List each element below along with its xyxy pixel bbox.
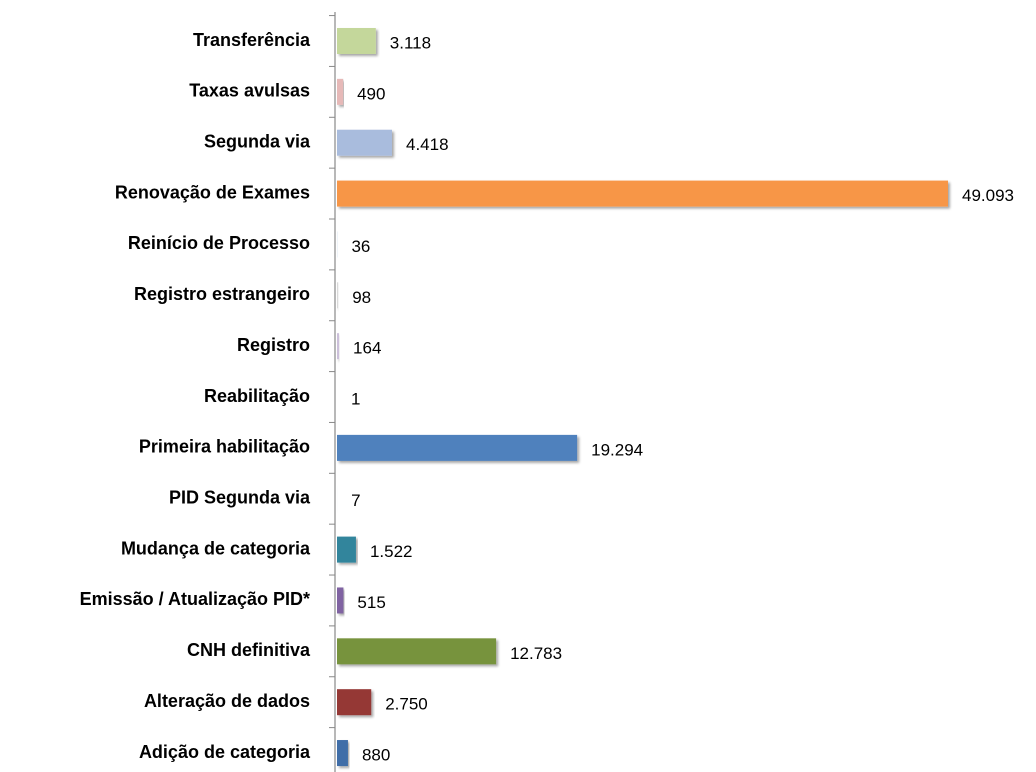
value-label: 36 bbox=[351, 237, 370, 256]
category-label: Segunda via bbox=[204, 131, 311, 151]
value-label: 2.750 bbox=[385, 695, 428, 714]
value-label: 515 bbox=[357, 593, 385, 612]
value-label: 490 bbox=[357, 84, 385, 103]
category-label: Reabilitação bbox=[204, 386, 310, 406]
category-label: PID Segunda via bbox=[169, 487, 311, 507]
category-label: Emissão / Atualização PID* bbox=[80, 589, 310, 609]
bar bbox=[337, 740, 348, 767]
value-label: 49.093 bbox=[962, 186, 1014, 205]
category-label: Registro bbox=[237, 335, 310, 355]
category-label: Transferência bbox=[193, 30, 311, 50]
category-label: Adição de categoria bbox=[139, 742, 311, 762]
value-label: 164 bbox=[353, 339, 381, 358]
category-label: Primeira habilitação bbox=[139, 437, 310, 457]
value-label: 880 bbox=[362, 746, 390, 765]
bar bbox=[337, 638, 497, 665]
category-label: CNH definitiva bbox=[187, 640, 311, 660]
category-label: Alteração de dados bbox=[144, 691, 310, 711]
value-label: 98 bbox=[352, 288, 371, 307]
value-label: 12.783 bbox=[510, 644, 562, 663]
value-label: 1 bbox=[351, 390, 360, 409]
category-label: Taxas avulsas bbox=[189, 81, 310, 101]
bar bbox=[337, 689, 372, 716]
value-label: 7 bbox=[351, 491, 360, 510]
bar bbox=[337, 129, 392, 156]
value-label: 3.118 bbox=[390, 33, 431, 52]
bar bbox=[337, 536, 356, 563]
bar bbox=[337, 78, 344, 105]
bar bbox=[337, 434, 578, 461]
value-label: 1.522 bbox=[370, 542, 413, 561]
category-label: Registro estrangeiro bbox=[134, 284, 310, 304]
bar bbox=[337, 180, 948, 207]
category-label: Renovação de Exames bbox=[115, 182, 310, 202]
bar bbox=[337, 282, 339, 309]
value-label: 4.418 bbox=[406, 135, 449, 154]
bar bbox=[337, 587, 344, 614]
bar bbox=[337, 28, 376, 54]
bar bbox=[337, 333, 340, 360]
value-label: 19.294 bbox=[591, 440, 643, 459]
category-label: Reinício de Processo bbox=[128, 233, 310, 253]
category-label: Mudança de categoria bbox=[121, 538, 311, 558]
